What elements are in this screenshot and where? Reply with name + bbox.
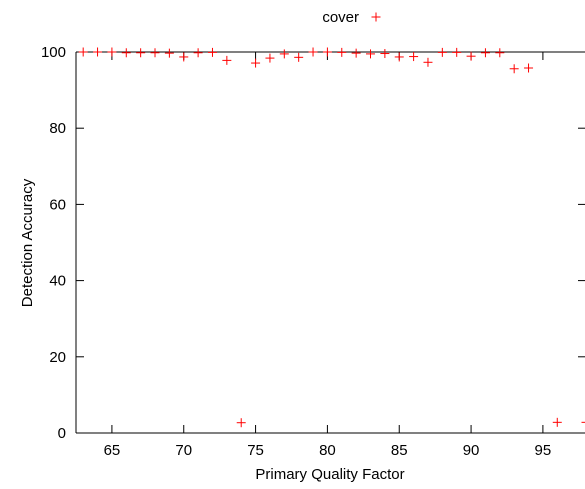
legend-label-cover: cover	[322, 9, 359, 26]
y-tick-label: 40	[49, 273, 66, 290]
data-point	[78, 47, 88, 57]
data-point	[351, 48, 361, 58]
data-point	[480, 48, 490, 58]
legend-marker-cover	[371, 12, 381, 22]
data-point	[380, 49, 390, 59]
x-tick-label: 80	[319, 442, 336, 459]
plot-frame	[75, 51, 585, 434]
data-point	[279, 49, 289, 59]
data-point	[466, 51, 476, 61]
y-tick-label: 60	[49, 196, 66, 213]
data-point	[136, 48, 146, 58]
data-point	[150, 48, 160, 58]
data-point	[179, 52, 189, 62]
data-point	[437, 47, 447, 57]
axis-tick-labels: 0 20 40 60 80 100 65 70 75 80 85 90 95	[41, 44, 551, 459]
data-point	[394, 52, 404, 62]
data-point	[193, 48, 203, 58]
data-point	[222, 55, 232, 65]
x-tick-label: 65	[104, 442, 121, 459]
data-point	[207, 47, 217, 57]
data-point	[409, 52, 419, 62]
x-axis-label: Primary Quality Factor	[255, 466, 404, 483]
data-point	[337, 47, 347, 57]
data-point	[366, 49, 376, 59]
y-axis-label: Detection Accuracy	[19, 178, 36, 307]
x-tick-label: 95	[535, 442, 552, 459]
y-tick-label: 20	[49, 349, 66, 366]
y-tick-label: 80	[49, 120, 66, 137]
data-point	[509, 64, 519, 74]
x-tick-label: 75	[247, 442, 264, 459]
axis-ticks	[76, 51, 585, 434]
data-point	[322, 47, 332, 57]
data-point	[121, 48, 131, 58]
data-point	[552, 417, 562, 427]
y-tick-label: 100	[41, 44, 66, 61]
data-point	[164, 48, 174, 58]
legend: cover	[322, 9, 381, 26]
x-tick-label: 70	[175, 442, 192, 459]
data-point	[93, 47, 103, 57]
data-point	[452, 47, 462, 57]
data-point	[251, 58, 261, 68]
data-point	[236, 418, 246, 428]
data-point	[107, 47, 117, 57]
data-point	[495, 48, 505, 58]
data-point	[308, 47, 318, 57]
legend-plus-marker	[371, 12, 381, 22]
data-point	[524, 63, 534, 73]
data-point	[581, 421, 585, 423]
x-tick-label: 85	[391, 442, 408, 459]
data-point	[294, 52, 304, 62]
data-point	[423, 57, 433, 67]
y-tick-label: 0	[58, 425, 66, 442]
x-tick-label: 90	[463, 442, 480, 459]
data-point	[265, 53, 275, 63]
data-points	[78, 47, 585, 428]
